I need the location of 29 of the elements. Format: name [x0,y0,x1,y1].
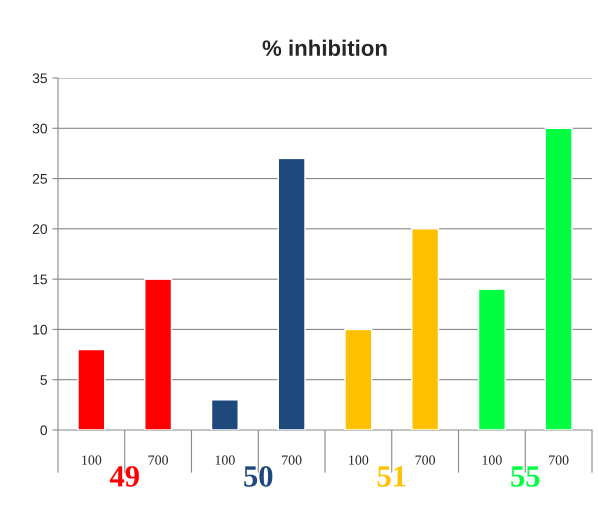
y-tick-label: 0 [40,425,48,436]
series-label: 51 [378,466,406,487]
x-tick-label: 100 [349,455,368,465]
bar [278,158,306,430]
y-tick-label: 35 [32,73,48,84]
y-tick-label: 30 [32,124,48,134]
bar [210,399,239,430]
series-label: 49 [110,466,139,487]
bar [411,228,440,430]
x-tick-label: 700 [416,455,436,465]
series-label: 50 [244,466,272,487]
y-tick-label: 10 [33,324,48,335]
series-label: 55 [511,466,540,487]
bar [344,328,372,430]
y-tick-label: 15 [33,274,48,284]
bar [544,128,573,430]
x-tick-label: 100 [482,455,502,465]
bar [478,288,506,430]
y-tick-label: 25 [32,174,48,184]
x-tick-label: 700 [148,455,168,465]
bar [77,348,106,430]
x-tick-label: 700 [549,455,569,465]
y-tick-label: 5 [40,375,47,385]
chart-title: % inhibition [262,40,387,56]
bar [144,278,172,430]
x-tick-label: 700 [282,455,302,465]
x-tick-label: 100 [82,455,102,465]
x-tick-label: 100 [216,455,235,465]
y-tick-label: 20 [32,224,48,234]
